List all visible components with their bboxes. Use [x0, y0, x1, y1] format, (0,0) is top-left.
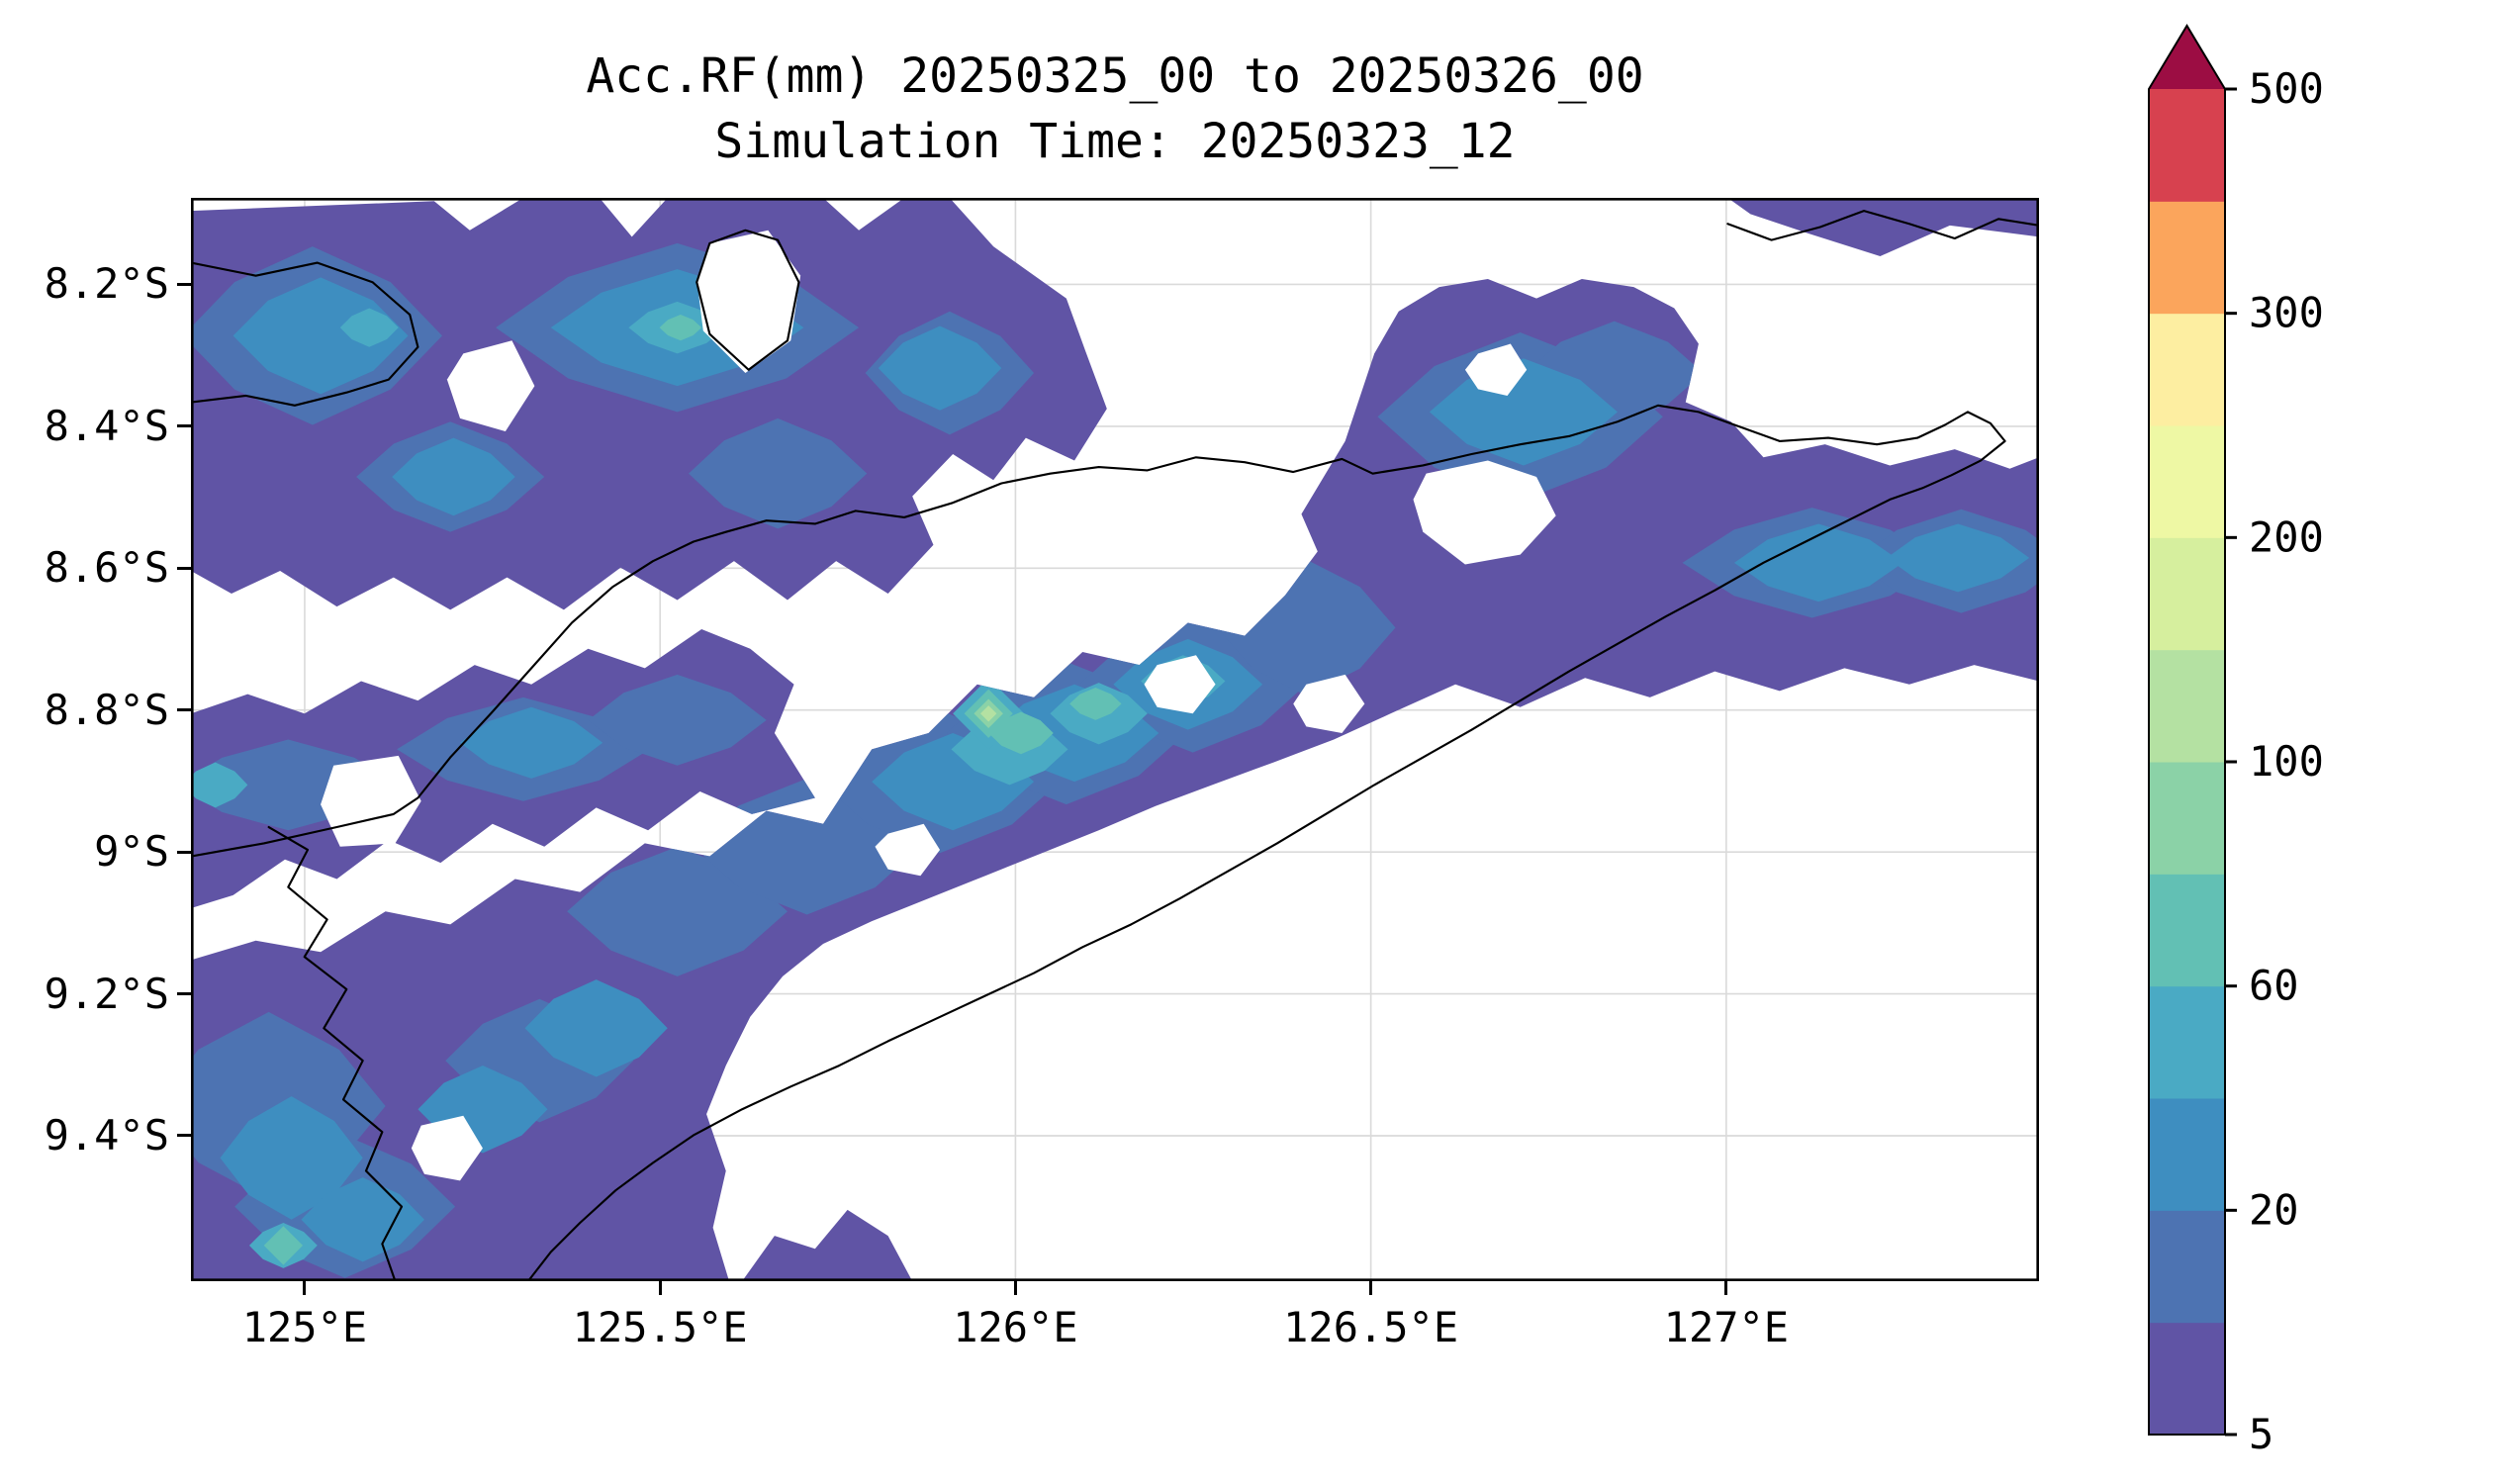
y-tick-label: 8.6°S [44, 543, 169, 593]
y-tick-label: 9.2°S [44, 969, 169, 1018]
contour-region [1886, 523, 2030, 593]
colorbar-band-5-10 [2149, 1322, 2225, 1436]
contour-region [878, 325, 1002, 411]
contour-region [339, 308, 399, 347]
hole-nw [446, 340, 535, 432]
x-tick-mark [1369, 1281, 1373, 1295]
y-tick-label: 8.4°S [44, 401, 169, 450]
hole-mid-3 [875, 823, 941, 877]
y-tick-label: 8.8°S [44, 685, 169, 734]
chart-title: Acc.RF(mm) 20250325_00 to 20250326_00 [586, 48, 1644, 104]
colorbar-band-250-300 [2149, 313, 2225, 426]
colorbar-band-300-400 [2149, 201, 2225, 315]
x-tick-label: 126°E [953, 1303, 1078, 1351]
x-tick-label: 127°E [1663, 1303, 1790, 1351]
dry-holes [321, 230, 1556, 1181]
contour-region [988, 711, 1054, 755]
y-tick-mark [177, 708, 191, 712]
colorbar-tick-label: 5 [2249, 1410, 2273, 1454]
colorbar-tick-label: 200 [2249, 512, 2324, 561]
contour-region [1733, 523, 1903, 603]
colorbar-over-arrow [2149, 26, 2225, 89]
map-plot-area [191, 198, 2039, 1281]
x-tick-mark [658, 1281, 662, 1295]
hole-mid-1 [1144, 655, 1216, 714]
contour-region [392, 437, 515, 516]
contour-region [689, 417, 868, 529]
y-tick-mark [177, 1134, 191, 1138]
contour-region [220, 1096, 363, 1220]
y-tick-label: 8.2°S [44, 259, 169, 309]
x-tick-label: 126.5°E [1283, 1303, 1459, 1351]
colorbar-band-80-100 [2149, 762, 2225, 875]
colorbar-band-10-20 [2149, 1210, 2225, 1324]
colorbar-outline [2148, 24, 2226, 1436]
colorbar: 5 20 60 100 200 300 500 [2148, 24, 2324, 1454]
coastline-wetar-coast [1726, 210, 2039, 241]
coastline-alor-coast [191, 261, 419, 407]
x-tick-mark [1724, 1281, 1728, 1295]
y-tick-mark [177, 424, 191, 428]
colorbar-tick-label: 100 [2249, 737, 2324, 786]
y-tick-mark [177, 566, 191, 570]
hole-ne-2 [1413, 460, 1556, 565]
y-tick-label: 9°S [94, 827, 169, 877]
chart-subtitle: Simulation Time: 20250323_12 [714, 114, 1516, 169]
colorbar-band-60-80 [2149, 874, 2225, 987]
x-tick-mark [303, 1281, 307, 1295]
hole-sw [411, 1115, 483, 1181]
contour-region [588, 674, 767, 766]
hole-west [321, 755, 421, 847]
coastline-atauro-island [696, 229, 800, 371]
y-tick-mark [177, 850, 191, 854]
colorbar-tick-label: 500 [2249, 64, 2324, 113]
colorbar-band-200-250 [2149, 425, 2225, 538]
hole-mid-2 [1293, 674, 1365, 733]
colorbar-tick-label: 300 [2249, 289, 2324, 337]
contour-region [659, 315, 702, 341]
colorbar-band-40-60 [2149, 985, 2225, 1099]
y-tick-mark [177, 992, 191, 996]
colorbar-band-150-200 [2149, 537, 2225, 651]
contour-inner-bands [191, 242, 2039, 1278]
y-tick-mark [177, 282, 191, 286]
hole-atauro [696, 230, 801, 374]
contour-region [524, 979, 668, 1077]
contour-region-ne-strip [1727, 198, 2039, 257]
x-tick-label: 125°E [241, 1303, 368, 1351]
x-tick-label: 125.5°E [572, 1303, 748, 1351]
plot-border [191, 198, 2039, 1281]
x-tick-mark [1013, 1281, 1017, 1295]
chart-title-block: Acc.RF(mm) 20250325_00 to 20250326_00 Si… [191, 44, 2039, 174]
contour-region-sw-teal-spot [263, 1226, 304, 1265]
contour-region-south-blob [742, 1209, 913, 1281]
coastline-tl-border [267, 825, 404, 1281]
contour-region [1069, 688, 1122, 720]
contour-region-max-spot-100 [979, 705, 997, 722]
colorbar-tick-label: 20 [2249, 1185, 2299, 1234]
coastline-timor-coast [191, 404, 2006, 1281]
colorbar-band-20-40 [2149, 1098, 2225, 1211]
y-tick-label: 9.4°S [44, 1110, 169, 1159]
contour-region [191, 762, 248, 808]
colorbar-band-100-150 [2149, 649, 2225, 763]
colorbar-band-400-500 [2149, 89, 2225, 202]
contour-region [460, 706, 603, 779]
hole-ne-1 [1464, 343, 1528, 396]
colorbar-tick-label: 60 [2249, 962, 2299, 1010]
contour-region [232, 277, 409, 395]
